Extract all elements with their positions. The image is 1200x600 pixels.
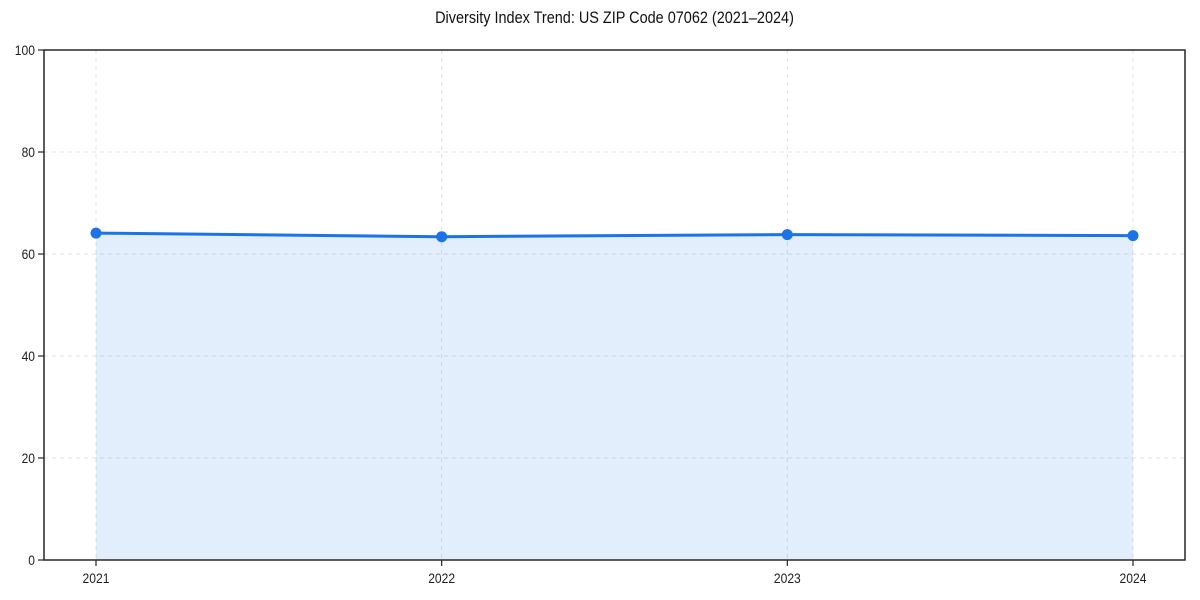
data-point-marker: [1127, 230, 1139, 242]
tick-label: 100: [15, 42, 35, 58]
x-axis-ticks: 2021 2022 2023 2024: [83, 560, 1147, 586]
tick-label: 60: [22, 246, 36, 262]
tick-label: 80: [22, 144, 36, 160]
tick-label: 2024: [1120, 570, 1147, 586]
tick-label: 0: [28, 552, 35, 568]
data-point-marker: [90, 227, 102, 239]
tick-label: 2022: [428, 570, 455, 586]
tick-label: 40: [22, 348, 36, 364]
data-point-markers: [90, 227, 1139, 243]
trend-line: [94, 231, 1135, 239]
tick-label: 2023: [774, 570, 801, 586]
data-point-marker: [436, 231, 448, 243]
tick-label: 20: [22, 450, 36, 466]
tick-label: 2021: [83, 570, 110, 586]
data-point-marker: [781, 229, 793, 241]
axes-box: [43, 49, 1186, 561]
y-axis-ticks: 0 20 40 60 80 100: [15, 42, 44, 568]
gridlines: [44, 50, 1185, 560]
area-fill: [96, 233, 1133, 560]
chart-title: Diversity Index Trend: US ZIP Code 07062…: [435, 8, 794, 27]
